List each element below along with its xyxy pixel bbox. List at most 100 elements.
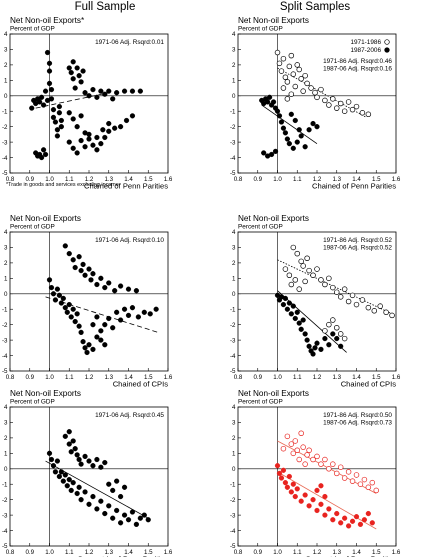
data-point — [153, 306, 159, 312]
data-point — [62, 243, 68, 249]
x-tick-label: 0.9 — [25, 549, 34, 556]
data-point — [78, 461, 84, 467]
data-point — [70, 480, 76, 486]
data-point — [121, 88, 128, 94]
data-point — [365, 510, 371, 517]
data-point — [98, 498, 104, 504]
x-tick-label: 0.9 — [253, 176, 262, 183]
data-point — [117, 317, 124, 323]
y-tick-label: 0 — [232, 291, 236, 298]
data-point — [110, 487, 116, 494]
data-point — [86, 136, 92, 142]
data-point — [334, 510, 340, 517]
data-point — [294, 447, 301, 453]
data-point — [337, 464, 344, 470]
data-point — [314, 94, 320, 101]
data-point — [129, 113, 136, 119]
x-tick-label: 1.0 — [273, 176, 282, 183]
data-point — [40, 147, 47, 153]
data-point — [288, 111, 294, 117]
data-point — [66, 139, 72, 145]
y-tick-label: 3 — [4, 420, 8, 427]
data-point — [306, 343, 312, 349]
data-point — [117, 283, 124, 289]
panel-title: Net Non-oil Exports* — [10, 16, 85, 25]
data-point — [106, 481, 112, 487]
rsqrd-annotation: 1987-06 Adj. Rsqrd:0.16 — [323, 66, 392, 73]
y-tick-label: 2 — [4, 435, 8, 442]
x-axis-label: Geometric of Penn Parities — [305, 555, 396, 557]
data-point — [290, 481, 296, 487]
y-axis-label: Percent of GDP — [10, 399, 55, 406]
full-sample-column-title: Full Sample — [74, 1, 136, 13]
data-point — [98, 275, 104, 281]
data-point — [282, 480, 289, 486]
data-point — [102, 342, 108, 348]
data-point — [302, 492, 308, 498]
y-axis-label: Percent of GDP — [238, 399, 283, 406]
data-point — [114, 478, 120, 484]
data-point — [106, 280, 112, 286]
data-point — [74, 490, 80, 497]
data-point — [82, 90, 88, 96]
data-point — [322, 281, 328, 288]
y-tick-label: 1 — [232, 78, 236, 85]
y-tick-label: -3 — [2, 512, 8, 519]
fit-line — [45, 296, 159, 333]
data-point — [90, 322, 96, 328]
data-point — [286, 272, 293, 278]
x-tick-label: 1.3 — [104, 176, 113, 183]
data-point — [145, 517, 151, 523]
panel-title: Net Non-oil Exports — [10, 389, 81, 398]
data-point — [280, 301, 287, 308]
data-point — [359, 297, 366, 303]
data-point — [341, 108, 348, 114]
x-tick-label: 0.9 — [25, 176, 34, 183]
data-point — [353, 103, 360, 110]
data-point — [278, 475, 285, 481]
data-point — [310, 272, 316, 278]
data-point — [294, 309, 300, 315]
y-tick-label: -1 — [230, 108, 236, 115]
y-tick-label: -1 — [2, 108, 8, 115]
data-point — [147, 311, 153, 317]
data-point — [282, 74, 289, 80]
x-tick-label: 1.6 — [392, 549, 401, 556]
data-point — [361, 517, 368, 523]
x-tick-label: 1.2 — [313, 549, 322, 556]
data-point — [282, 295, 289, 302]
data-point — [337, 100, 344, 107]
data-point — [94, 456, 100, 463]
data-point — [42, 88, 49, 94]
data-point — [137, 88, 143, 94]
data-point — [76, 456, 82, 463]
data-point — [330, 317, 336, 323]
data-point — [117, 520, 124, 526]
data-point — [286, 300, 292, 306]
rsqrd-annotation: 1971-06 Adj. Rsqrd:0.45 — [95, 412, 164, 419]
data-point — [290, 303, 296, 309]
data-point — [314, 507, 320, 514]
x-tick-label: 0.8 — [6, 549, 15, 556]
y-tick-label: 4 — [232, 229, 236, 236]
plot-frame — [237, 231, 397, 372]
data-point — [62, 305, 68, 311]
x-tick-label: 1.2 — [85, 176, 94, 183]
x-tick-label: 1.6 — [392, 176, 401, 183]
data-point — [74, 124, 80, 130]
data-point — [90, 346, 96, 352]
data-point — [74, 65, 80, 71]
data-point — [78, 113, 84, 119]
data-point — [288, 441, 295, 447]
data-point — [86, 342, 92, 348]
data-point — [90, 271, 96, 277]
data-point — [48, 96, 55, 102]
x-axis-label: Chained of Penn Parities — [84, 182, 168, 191]
data-point — [353, 514, 360, 520]
data-point — [106, 128, 112, 134]
data-point — [94, 334, 100, 340]
